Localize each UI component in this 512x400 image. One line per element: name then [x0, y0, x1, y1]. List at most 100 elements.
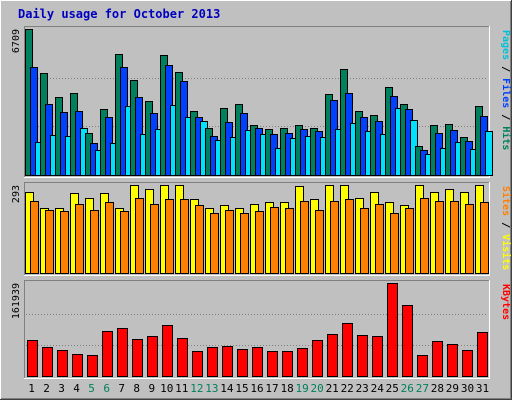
x-tick-label-day-13: 13	[205, 382, 218, 395]
chart-title: Daily usage for October 2013	[18, 7, 220, 21]
bar-sites-day-13	[210, 213, 219, 274]
x-tick-label-day-3: 3	[58, 382, 65, 395]
x-tick-label-day-16: 16	[250, 382, 263, 395]
series-label-part: /	[500, 216, 511, 234]
series-label-part: /	[500, 60, 511, 78]
bar-sites-day-16	[255, 211, 264, 274]
x-tick-label-day-6: 6	[103, 382, 110, 395]
panel-hits-ymax-label: 6709	[11, 29, 22, 53]
bar-kbytes-day-24	[372, 336, 383, 377]
bar-sites-day-5	[90, 210, 99, 274]
x-tick-label-day-10: 10	[160, 382, 173, 395]
panel-kbytes-series-label: KBytes	[500, 284, 511, 320]
bar-sites-day-12	[195, 205, 204, 274]
bar-sites-day-19	[300, 201, 309, 274]
bar-kbytes-day-23	[357, 335, 368, 377]
x-tick-label-day-4: 4	[73, 382, 80, 395]
bar-kbytes-day-5	[87, 355, 98, 377]
bar-sites-day-28	[435, 201, 444, 274]
bar-files-day-1	[30, 67, 38, 176]
x-tick-label-day-20: 20	[310, 382, 323, 395]
x-tick-label-day-24: 24	[371, 382, 385, 395]
bar-sites-day-15	[240, 213, 249, 274]
bar-sites-day-23	[360, 208, 369, 274]
bar-kbytes-day-14	[222, 346, 233, 377]
bar-sites-day-22	[345, 199, 354, 274]
bar-kbytes-day-2	[42, 347, 53, 377]
panel-visits-series-label: Sites / Visits	[500, 186, 512, 270]
bar-kbytes-day-22	[342, 323, 353, 377]
series-label-part: Sites	[500, 186, 512, 216]
bar-sites-day-14	[225, 210, 234, 274]
series-label-part: Files	[500, 78, 512, 108]
series-label-part: Hits	[500, 126, 512, 150]
x-tick-label-day-14: 14	[220, 382, 234, 395]
bar-sites-day-25	[390, 213, 399, 274]
bar-kbytes-day-13	[207, 347, 218, 377]
bar-sites-day-4	[75, 204, 84, 274]
bar-sites-day-31	[480, 202, 489, 274]
x-tick-label-day-26: 26	[401, 382, 414, 395]
bar-kbytes-day-26	[402, 305, 413, 377]
bar-kbytes-day-10	[162, 325, 173, 377]
bar-sites-day-21	[330, 201, 339, 274]
x-tick-label-day-31: 31	[476, 382, 489, 395]
x-tick-label-day-15: 15	[235, 382, 248, 395]
chart-panels: 6709 Pages / Files / Hits 293 Sites / Visit…	[11, 26, 512, 379]
x-tick-label-day-27: 27	[416, 382, 429, 395]
series-label-part: /	[500, 108, 511, 126]
bar-kbytes-day-18	[282, 351, 293, 377]
x-tick-label-day-1: 1	[28, 382, 35, 395]
x-tick-label-day-12: 12	[190, 382, 203, 395]
bar-kbytes-day-12	[192, 351, 203, 377]
bar-pages-day-31	[485, 131, 493, 176]
bar-sites-day-18	[285, 208, 294, 274]
bar-kbytes-day-19	[297, 348, 308, 377]
bar-kbytes-day-28	[432, 341, 443, 377]
x-tick-label-day-22: 22	[341, 382, 354, 395]
x-tick-label-day-18: 18	[280, 382, 293, 395]
bar-kbytes-day-27	[417, 355, 428, 377]
x-tick-label-day-25: 25	[386, 382, 399, 395]
x-tick-label-day-29: 29	[446, 382, 459, 395]
x-tick-label-day-5: 5	[88, 382, 95, 395]
panel-visits-ymax-label: 293	[11, 185, 22, 203]
bar-kbytes-day-6	[102, 331, 113, 377]
bar-sites-day-9	[150, 204, 159, 274]
bar-sites-day-1	[30, 201, 39, 274]
bar-sites-day-30	[465, 204, 474, 274]
bar-kbytes-day-21	[327, 334, 338, 377]
bar-kbytes-day-17	[267, 351, 278, 377]
bar-sites-day-24	[375, 204, 384, 274]
bar-sites-day-20	[315, 210, 324, 274]
bar-kbytes-day-30	[462, 350, 473, 377]
x-tick-label-day-2: 2	[43, 382, 50, 395]
x-tick-label-day-19: 19	[295, 382, 308, 395]
bar-kbytes-day-9	[147, 336, 158, 377]
bar-kbytes-day-15	[237, 349, 248, 377]
bar-kbytes-day-1	[27, 340, 38, 377]
bar-sites-day-11	[180, 199, 189, 274]
x-tick-label-day-8: 8	[133, 382, 140, 395]
x-tick-label-day-30: 30	[461, 382, 474, 395]
panel-hits-series-label: Pages / Files / Hits	[500, 30, 512, 150]
series-label-part: KBytes	[500, 284, 511, 320]
bar-kbytes-day-25	[387, 283, 398, 377]
bar-sites-day-3	[60, 211, 69, 274]
x-tick-label-day-17: 17	[265, 382, 278, 395]
bar-sites-day-29	[450, 201, 459, 274]
bar-kbytes-day-29	[447, 344, 458, 377]
x-tick-label-day-7: 7	[118, 382, 125, 395]
x-tick-label-day-28: 28	[431, 382, 444, 395]
x-tick-label-day-23: 23	[356, 382, 369, 395]
bar-kbytes-day-20	[312, 340, 323, 377]
series-label-part: Visits	[500, 234, 512, 270]
bar-kbytes-day-16	[252, 347, 263, 377]
bar-sites-day-17	[270, 207, 279, 274]
bar-sites-day-7	[120, 211, 129, 274]
x-axis-labels: 1 2 3 4 5 6 7 8 9 10 11 12 13 14 15 16 17 18 19 20 21 22 23 24 2…	[28, 382, 489, 395]
bar-kbytes-day-3	[57, 350, 68, 377]
bar-sites-day-8	[135, 198, 144, 274]
bar-sites-day-27	[420, 198, 429, 274]
